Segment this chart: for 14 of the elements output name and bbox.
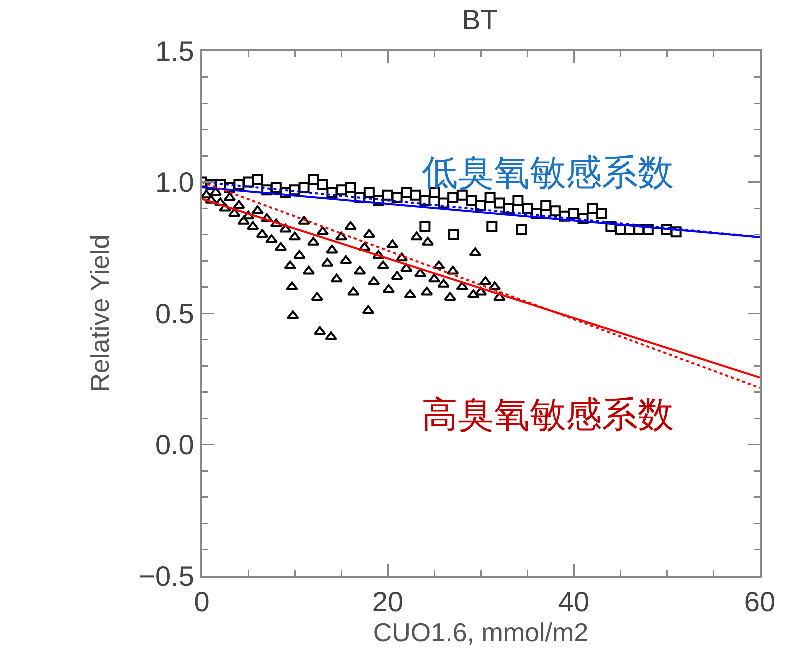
chart-title: BT — [462, 4, 498, 36]
series-label: 低臭氧敏感系数 — [422, 153, 674, 193]
y-tick-label: 1.0 — [155, 167, 194, 198]
x-tick-label: 20 — [372, 586, 404, 618]
y-tick-label: 0.0 — [155, 430, 194, 461]
y-axis-title: Relative Yield — [85, 234, 116, 392]
y-tick-label: −0.5 — [139, 560, 194, 592]
y-tick-label: 1.5 — [155, 36, 194, 67]
x-tick-label: 40 — [558, 586, 590, 618]
x-tick-label: 60 — [744, 586, 776, 618]
series-label: 高臭氧敏感系数 — [422, 395, 674, 435]
y-tick-label: 0.5 — [155, 298, 194, 330]
x-tick-label: 0 — [194, 586, 210, 618]
x-axis-title: CUO1.6, mmol/m2 — [373, 618, 589, 648]
